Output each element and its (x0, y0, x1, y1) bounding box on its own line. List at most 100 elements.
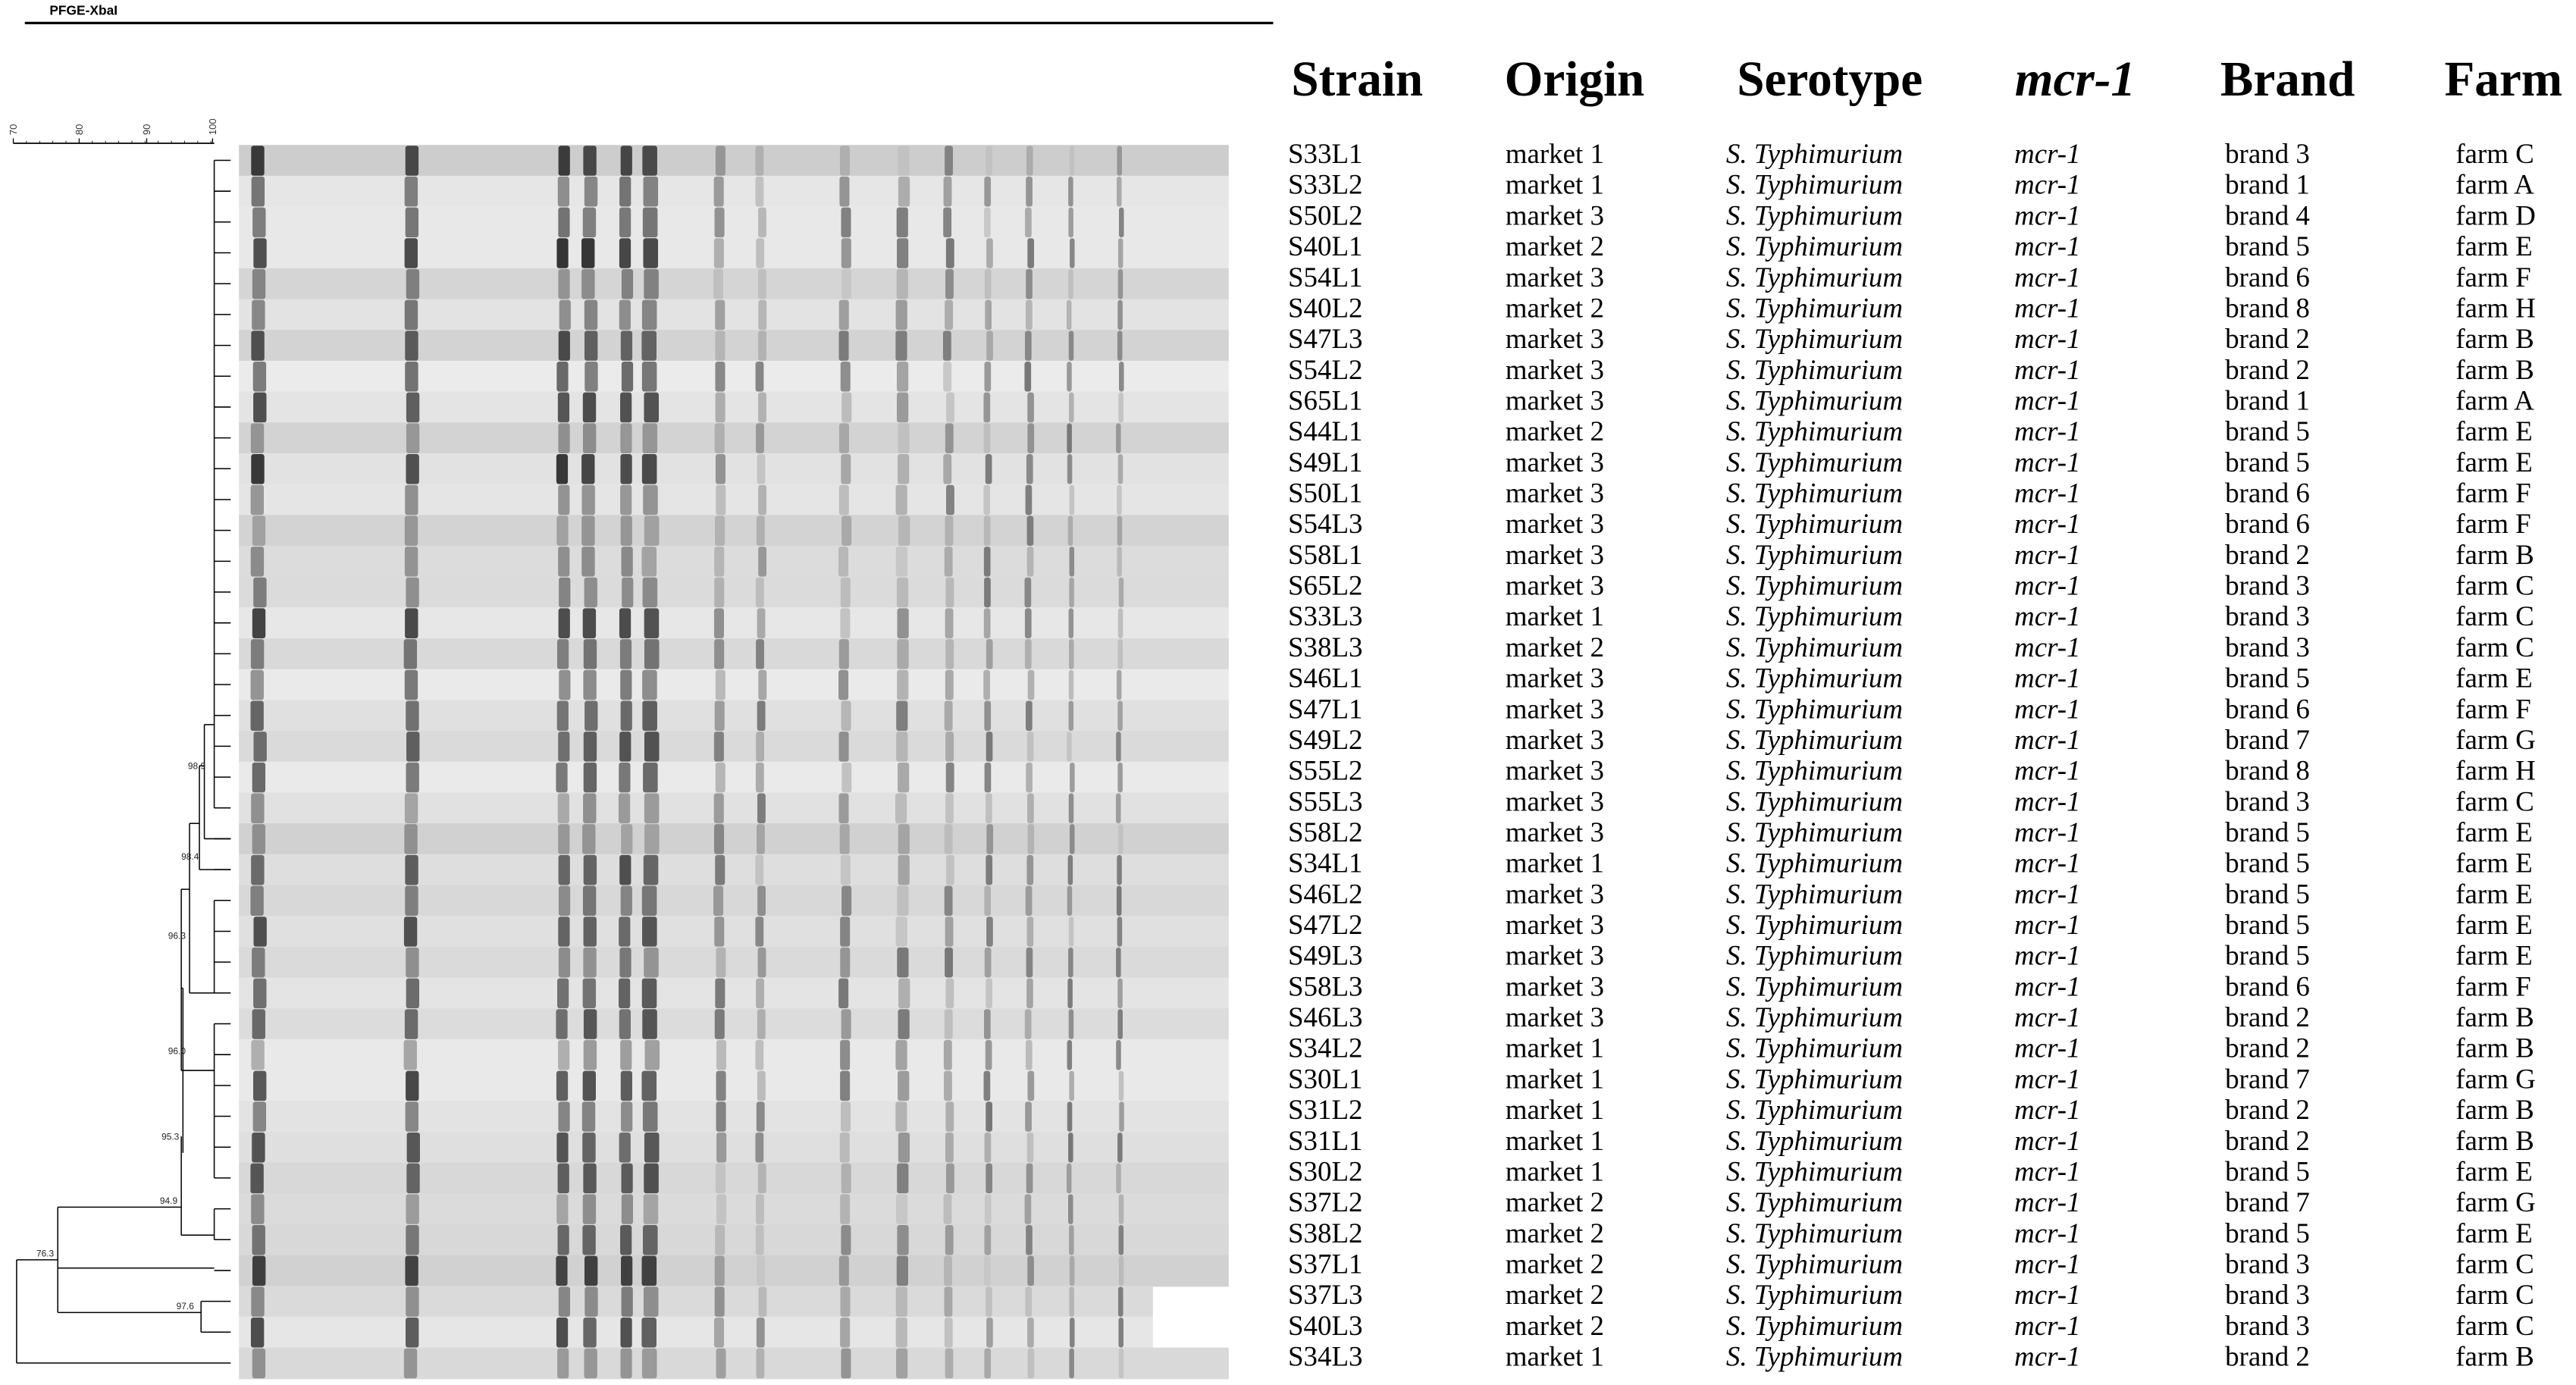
table-cell: farm F (2455, 262, 2531, 293)
table-cell: S46L3 (1288, 1001, 1362, 1032)
gel-band (642, 207, 658, 238)
gel-band (839, 824, 850, 854)
gel-band (250, 547, 265, 577)
gel-band (1069, 1318, 1075, 1348)
gel-band (404, 238, 418, 268)
gel-band (1068, 669, 1074, 700)
gel-band (713, 238, 724, 268)
gel-band (1117, 639, 1123, 669)
gel-band (946, 392, 954, 423)
table-cell: S49L2 (1288, 724, 1362, 755)
gel-band (556, 1255, 568, 1286)
gel-band (250, 1318, 265, 1348)
gel-band (1026, 947, 1033, 978)
gel-band (755, 176, 764, 207)
gel-band (1069, 1225, 1074, 1255)
gel-band (898, 978, 910, 1009)
gel-band (986, 732, 993, 762)
gel-band (1116, 423, 1121, 453)
gel-band (1026, 454, 1033, 484)
table-cell: brand 3 (2225, 600, 2310, 631)
gel-band (984, 176, 992, 207)
table-cell: market 1 (1506, 848, 1604, 879)
table-cell: market 3 (1506, 816, 1604, 848)
gel-lane (239, 1224, 1229, 1256)
gel-band (621, 1163, 633, 1194)
table-cell: S. Typhimurium (1726, 970, 1903, 1001)
gel-band (758, 331, 766, 361)
table-cell: farm C (2455, 1248, 2534, 1279)
gel-lane (239, 1347, 1229, 1380)
gel-band (581, 454, 595, 484)
table-cell: S. Typhimurium (1726, 1248, 1903, 1279)
gel-band (986, 146, 992, 176)
table-cell: market 1 (1506, 1032, 1604, 1064)
table-cell: brand 8 (2225, 292, 2310, 323)
gel-band (619, 854, 631, 885)
table-cell: S37L3 (1288, 1279, 1362, 1310)
gel-band (621, 1286, 633, 1317)
gel-band (945, 1163, 954, 1194)
gel-band (897, 639, 909, 669)
gel-band (252, 1348, 266, 1379)
gel-lane (239, 946, 1229, 979)
gel-band (405, 362, 418, 392)
gel-band (713, 268, 724, 299)
gel-band (945, 978, 954, 1009)
scale-label: 80 (74, 124, 85, 135)
gel-band (1027, 669, 1035, 700)
gel-band (619, 299, 631, 331)
gel-band (1024, 1009, 1032, 1039)
gel-band (895, 1318, 907, 1348)
table-cell: S37L1 (1288, 1248, 1362, 1279)
table-cell: brand 2 (2225, 354, 2310, 385)
gel-band (985, 454, 992, 484)
gel-band (715, 1225, 725, 1255)
gel-band (945, 762, 954, 793)
gel-band (758, 669, 767, 700)
gel-band (253, 238, 267, 268)
gel-band (620, 423, 632, 453)
gel-band (840, 608, 851, 639)
gel-band (556, 454, 569, 484)
table-cell: market 2 (1506, 230, 1604, 262)
gel-band (253, 732, 267, 762)
gel-band (986, 978, 992, 1009)
table-cell: brand 5 (2225, 1217, 2310, 1249)
gel-band (945, 917, 954, 947)
gel-band (406, 732, 420, 762)
gel-band (895, 1194, 908, 1224)
gel-band (897, 608, 909, 639)
table-cell: S. Typhimurium (1726, 600, 1903, 631)
gel-band (406, 392, 420, 423)
gel-band (756, 978, 764, 1009)
table-cell: farm E (2455, 1155, 2532, 1186)
gel-lane (239, 145, 1229, 177)
gel-band (840, 854, 851, 885)
gel-lane (239, 607, 1229, 640)
gel-band (944, 1255, 952, 1286)
gel-band (251, 1039, 265, 1070)
gel-band (897, 947, 909, 978)
table-cell: farm C (2455, 1279, 2534, 1310)
gel-band (895, 299, 907, 331)
table-cell: farm B (2455, 1032, 2534, 1064)
gel-band (559, 299, 571, 331)
gel-band (838, 331, 849, 361)
gel-band (944, 1070, 952, 1101)
gel-band (582, 1225, 596, 1255)
gel-band (404, 793, 418, 824)
gel-band (404, 515, 418, 546)
table-cell: mcr-1 (2014, 1155, 2080, 1186)
gel-band (713, 1318, 725, 1348)
table-cell: S. Typhimurium (1726, 1341, 1903, 1372)
gel-band (841, 238, 851, 268)
gel-lane (239, 761, 1229, 794)
gel-lane (239, 1193, 1229, 1226)
table-cell: S. Typhimurium (1726, 785, 1903, 816)
table-cell: S. Typhimurium (1726, 570, 1903, 601)
gel-band (713, 176, 724, 207)
table-cell: market 3 (1506, 663, 1604, 694)
table-cell: S33L2 (1288, 169, 1362, 200)
